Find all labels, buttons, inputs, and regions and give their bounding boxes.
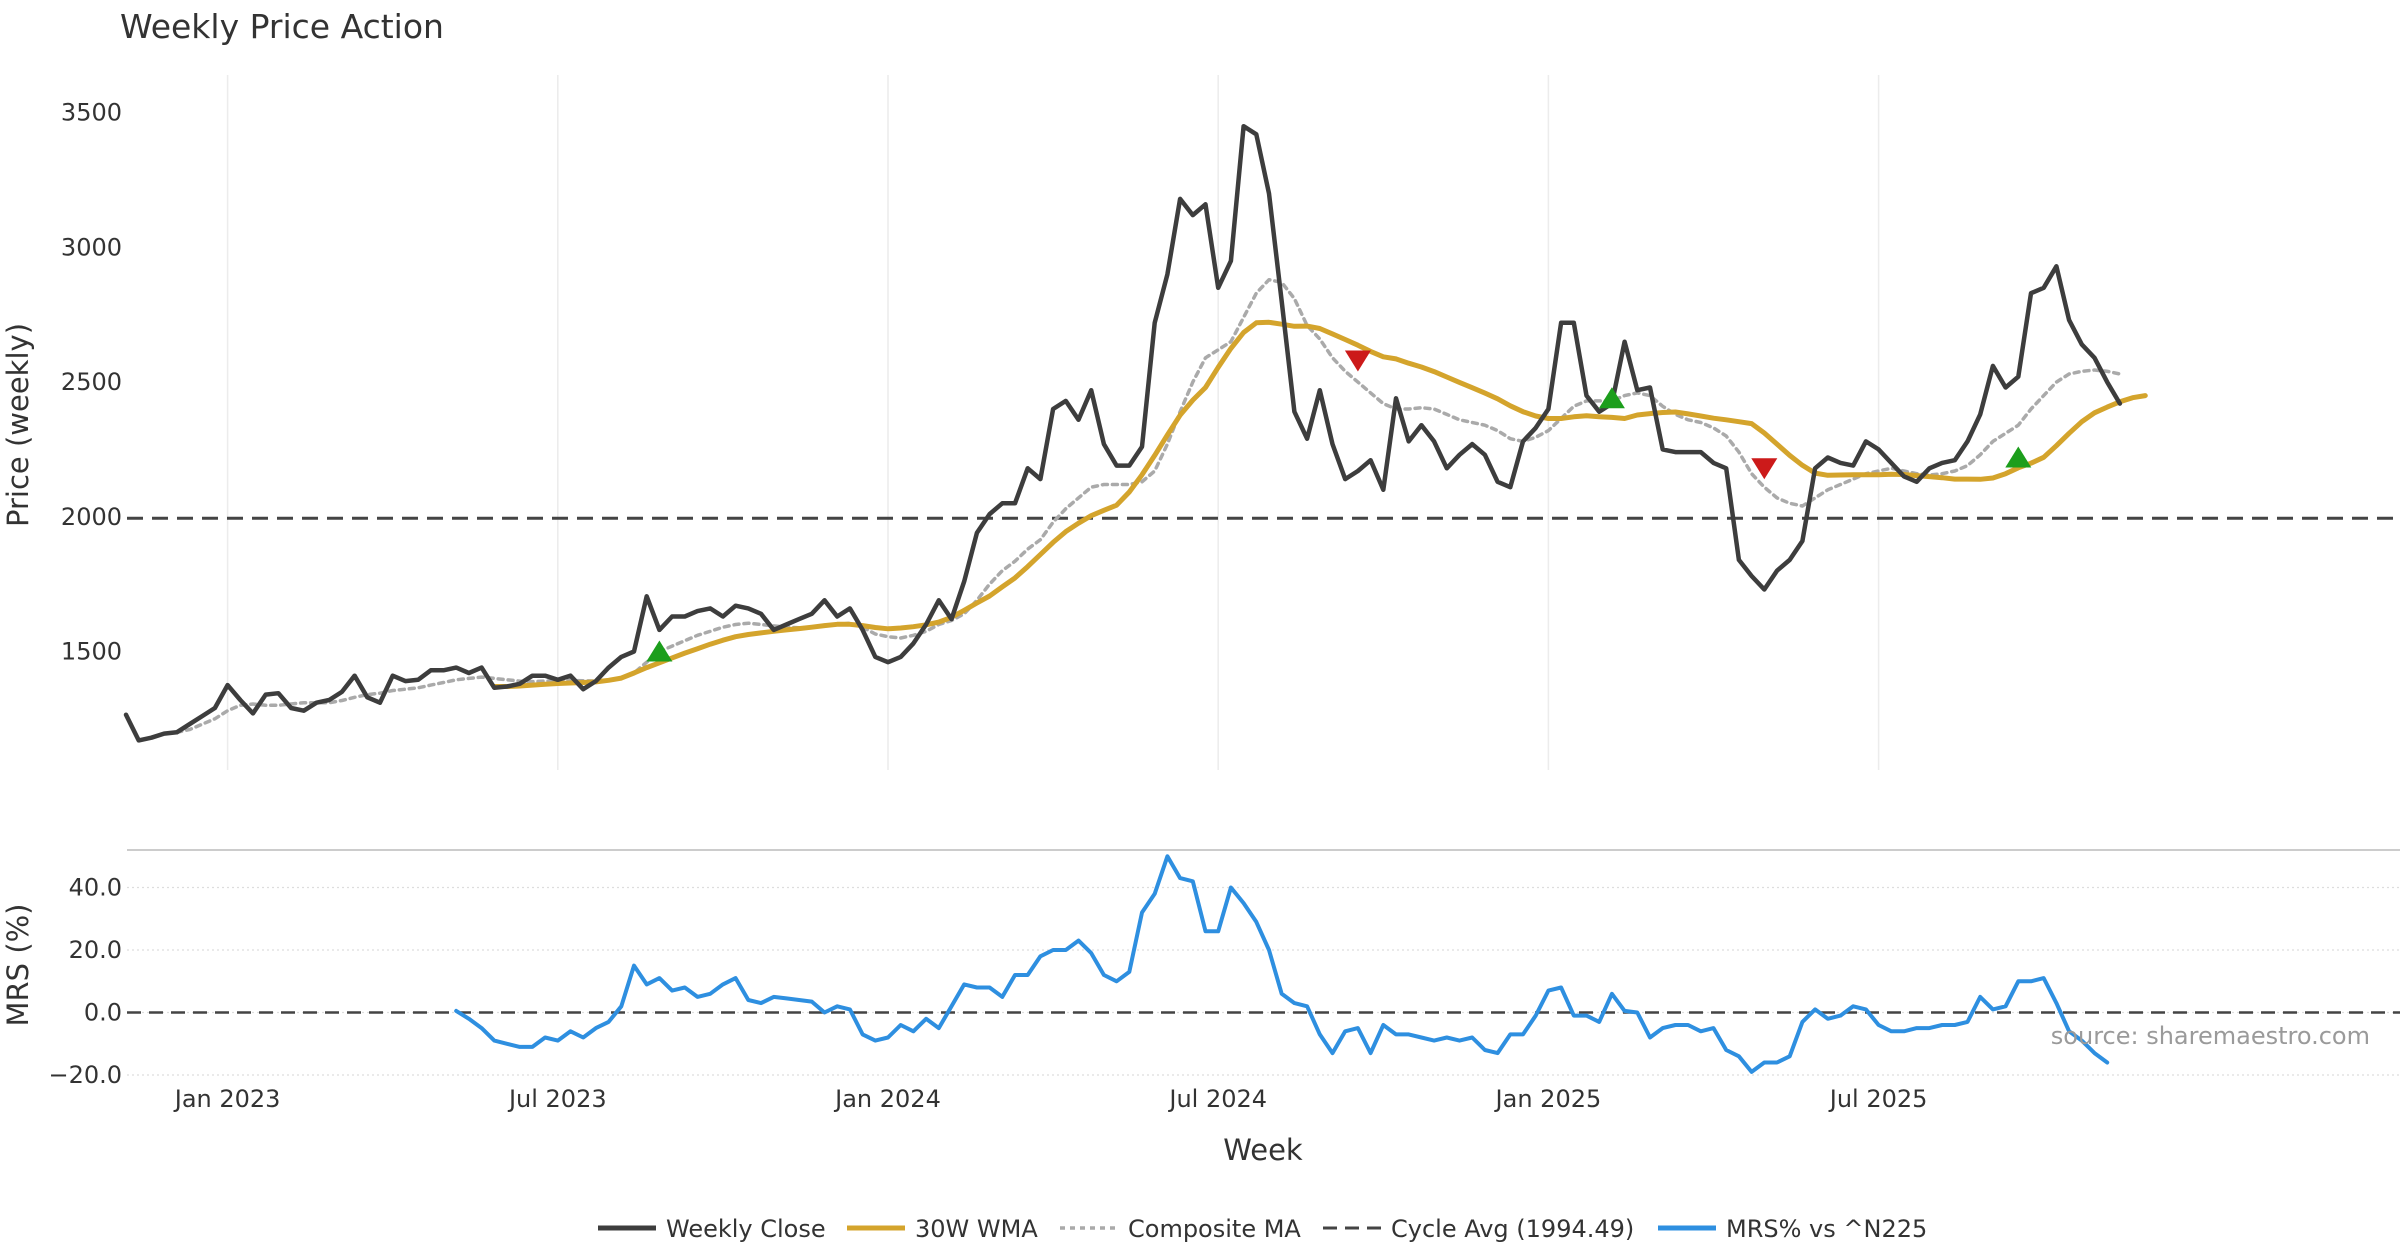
- price-y-tick-label: 3000: [61, 233, 122, 261]
- sell-signal-marker: [1344, 350, 1371, 372]
- mrs-y-tick-label: −20.0: [48, 1061, 122, 1089]
- x-tick-label: Jan 2025: [1494, 1085, 1602, 1113]
- mrs-y-tick-label: 20.0: [69, 936, 122, 964]
- buy-signal-marker: [1598, 387, 1625, 409]
- wma-30w-line: [491, 319, 2148, 689]
- buy-signal-marker: [646, 640, 673, 662]
- x-tick-label: Jul 2024: [1167, 1085, 1267, 1113]
- x-axis-label: Week: [1223, 1133, 1303, 1167]
- x-tick-label: Jul 2023: [507, 1085, 607, 1113]
- buy-signal-marker: [2005, 446, 2032, 468]
- price-y-tick-label: 2000: [61, 503, 122, 531]
- x-tick-label: Jan 2024: [833, 1085, 941, 1113]
- mrs-y-axis-label: MRS (%): [1, 904, 35, 1027]
- mrs-y-tick-label: 40.0: [69, 874, 122, 902]
- price-y-tick-label: 2500: [61, 368, 122, 396]
- x-tick-label: Jul 2025: [1828, 1085, 1928, 1113]
- composite-ma-line: [175, 277, 2122, 735]
- price-y-axis-label: Price (weekly): [1, 323, 35, 527]
- sell-signal-marker: [1751, 458, 1778, 480]
- source-attribution: source: sharemaestro.com: [2051, 1022, 2370, 1050]
- price-y-tick-label: 3500: [61, 99, 122, 127]
- weekly-close-line: [123, 123, 2123, 743]
- legend-label: Composite MA: [1128, 1215, 1301, 1243]
- legend-label: Cycle Avg (1994.49): [1391, 1215, 1634, 1243]
- price-y-tick-label: 1500: [61, 637, 122, 665]
- x-tick-label: Jan 2023: [173, 1085, 281, 1113]
- mrs-y-tick-label: 0.0: [84, 999, 122, 1027]
- legend-label: MRS% vs ^N225: [1726, 1215, 1927, 1243]
- mrs-line: [454, 854, 2110, 1074]
- legend-label: Weekly Close: [666, 1215, 826, 1243]
- chart-title: Weekly Price Action: [120, 7, 444, 46]
- legend-label: 30W WMA: [915, 1215, 1038, 1243]
